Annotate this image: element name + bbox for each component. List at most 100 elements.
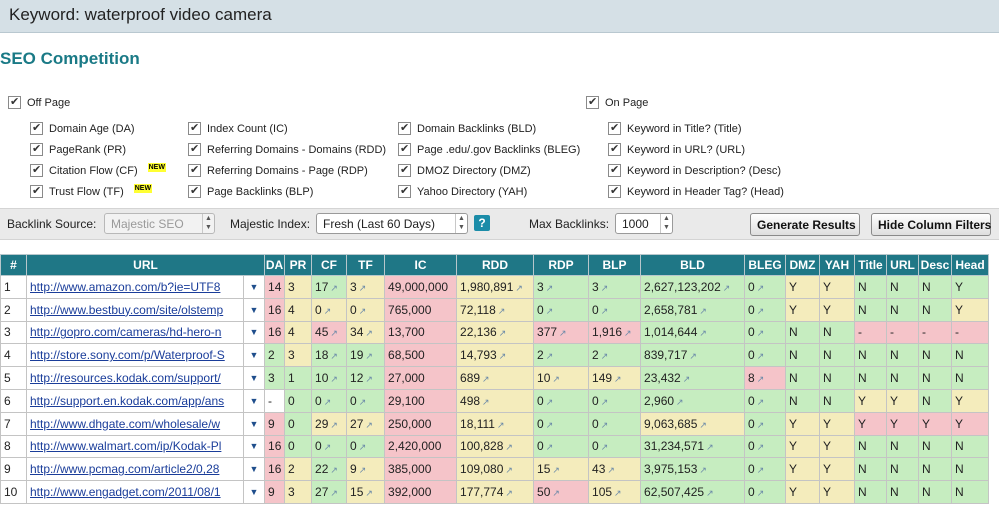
hide-column-filters-button[interactable]: Hide Column Filters [871,213,991,236]
col-header-da[interactable]: DA [264,254,286,276]
external-link-icon[interactable]: ↗ [365,419,373,430]
result-url-link[interactable]: http://resources.kodak.com/support/ [30,371,221,386]
external-link-icon[interactable]: ↗ [689,351,697,362]
external-link-icon[interactable]: ↗ [358,282,367,293]
external-link-icon[interactable]: ↗ [559,328,567,339]
external-link-icon[interactable]: ↗ [756,305,765,316]
col-header-num[interactable]: # [0,254,27,276]
external-link-icon[interactable]: ↗ [614,488,622,499]
filter-cf-checkbox[interactable] [30,163,43,177]
col-header-rdd[interactable]: RDD [456,254,535,276]
external-link-icon[interactable]: ↗ [330,374,338,385]
external-link-icon[interactable]: ↗ [756,465,765,476]
external-link-icon[interactable]: ↗ [496,419,505,430]
external-link-icon[interactable]: ↗ [607,465,615,476]
generate-results-button[interactable]: Generate Results [750,213,860,236]
filter-pr-checkbox[interactable] [30,142,43,156]
external-link-icon[interactable]: ↗ [358,396,367,407]
external-link-icon[interactable]: ↗ [600,396,609,407]
filter-blp-checkbox[interactable] [188,184,201,198]
filter-da-checkbox[interactable] [30,121,43,135]
majestic-index-select[interactable]: Fresh (Last 60 Days) ▲ ▼ [316,213,468,234]
external-link-icon[interactable]: ↗ [756,396,765,407]
external-link-icon[interactable]: ↗ [505,465,513,476]
filter-cf[interactable]: Citation Flow (CF) NEW [30,163,166,177]
filter-desc[interactable]: Keyword in Description? (Desc) [608,163,781,177]
external-link-icon[interactable]: ↗ [505,442,513,453]
external-link-icon[interactable]: ↗ [323,305,332,316]
row-dropdown-icon[interactable]: ▼ [242,457,266,482]
col-header-blp[interactable]: BLP [588,254,642,276]
filter-ic-checkbox[interactable] [188,121,201,135]
row-dropdown-icon[interactable]: ▼ [242,366,266,390]
result-url-link[interactable]: http://www.engadget.com/2011/08/1 [30,485,221,500]
external-link-icon[interactable]: ↗ [756,488,765,499]
col-header-pr[interactable]: PR [284,254,313,276]
col-header-desc[interactable]: Desc [918,254,953,276]
external-link-icon[interactable]: ↗ [756,442,765,453]
external-link-icon[interactable]: ↗ [706,488,714,499]
external-link-icon[interactable]: ↗ [756,351,765,362]
filter-bleg-checkbox[interactable] [398,142,411,156]
row-dropdown-icon[interactable]: ▼ [242,320,266,345]
external-link-icon[interactable]: ↗ [699,305,707,316]
on-page-toggle[interactable]: On Page [586,95,648,109]
off-page-checkbox[interactable] [8,95,21,109]
filter-rdd[interactable]: Referring Domains - Domains (RDD) [188,142,386,156]
external-link-icon[interactable]: ↗ [756,419,765,430]
external-link-icon[interactable]: ↗ [545,419,554,430]
filter-blp[interactable]: Page Backlinks (BLP) [188,184,313,198]
row-dropdown-icon[interactable]: ▼ [242,297,266,322]
external-link-icon[interactable]: ↗ [756,374,765,385]
external-link-icon[interactable]: ↗ [505,488,513,499]
external-link-icon[interactable]: ↗ [722,282,731,293]
col-header-cf[interactable]: CF [311,254,348,276]
external-link-icon[interactable]: ↗ [330,419,338,430]
filter-ic[interactable]: Index Count (IC) [188,121,288,135]
external-link-icon[interactable]: ↗ [498,351,507,362]
external-link-icon[interactable]: ↗ [545,305,554,316]
filter-head[interactable]: Keyword in Header Tag? (Head) [608,184,784,198]
external-link-icon[interactable]: ↗ [515,282,523,293]
on-page-checkbox[interactable] [586,95,599,109]
filter-dmz[interactable]: DMOZ Directory (DMZ) [398,163,531,177]
external-link-icon[interactable]: ↗ [323,442,332,453]
filter-bld-checkbox[interactable] [398,121,411,135]
col-header-title[interactable]: Title [854,254,888,276]
filter-pr[interactable]: PageRank (PR) [30,142,126,156]
external-link-icon[interactable]: ↗ [699,419,707,430]
max-backlinks-select[interactable]: 1000 ▲ ▼ [615,213,673,234]
filter-rdp[interactable]: Referring Domains - Page (RDP) [188,163,368,177]
off-page-toggle[interactable]: Off Page [8,95,70,109]
filter-head-checkbox[interactable] [608,184,621,198]
external-link-icon[interactable]: ↗ [330,488,338,499]
external-link-icon[interactable]: ↗ [756,282,765,293]
external-link-icon[interactable]: ↗ [600,305,609,316]
row-dropdown-icon[interactable]: ▼ [242,411,266,436]
external-link-icon[interactable]: ↗ [600,419,609,430]
external-link-icon[interactable]: ↗ [545,396,554,407]
external-link-icon[interactable]: ↗ [323,396,332,407]
col-header-yah[interactable]: YAH [819,254,856,276]
external-link-icon[interactable]: ↗ [365,351,373,362]
col-header-url[interactable]: URL [25,254,266,276]
external-link-icon[interactable]: ↗ [756,328,765,339]
external-link-icon[interactable]: ↗ [552,465,560,476]
filter-title-checkbox[interactable] [608,121,621,135]
row-dropdown-icon[interactable]: ▼ [242,275,266,299]
col-header-url-kw[interactable]: URL [886,254,920,276]
external-link-icon[interactable]: ↗ [545,442,554,453]
filter-desc-checkbox[interactable] [608,163,621,177]
external-link-icon[interactable]: ↗ [706,442,714,453]
filter-dmz-checkbox[interactable] [398,163,411,177]
filter-tf-checkbox[interactable] [30,184,43,198]
external-link-icon[interactable]: ↗ [545,282,554,293]
external-link-icon[interactable]: ↗ [552,374,560,385]
filter-yah[interactable]: Yahoo Directory (YAH) [398,184,527,198]
col-header-bleg[interactable]: BLEG [744,254,787,276]
filter-rdd-checkbox[interactable] [188,142,201,156]
row-dropdown-icon[interactable]: ▼ [242,480,266,504]
external-link-icon[interactable]: ↗ [365,328,373,339]
result-url-link[interactable]: http://www.pcmag.com/article2/0,28 [30,462,220,477]
filter-bleg[interactable]: Page .edu/.gov Backlinks (BLEG) [398,142,580,156]
